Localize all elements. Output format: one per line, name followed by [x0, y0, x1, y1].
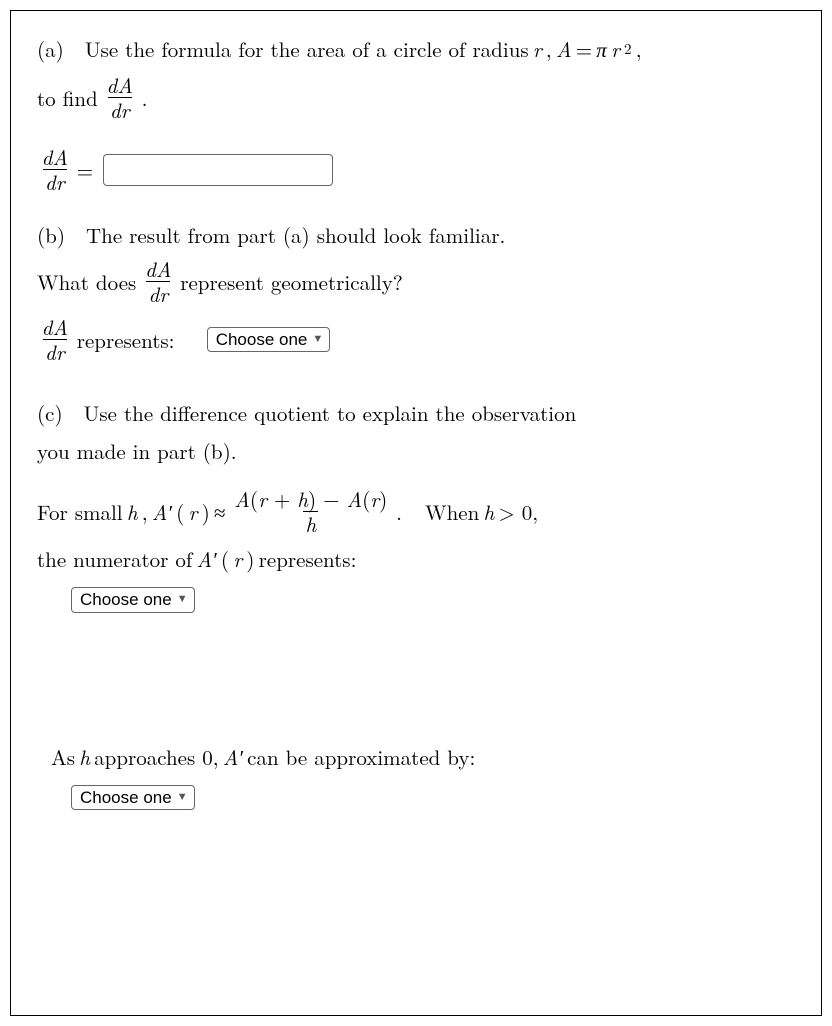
eq-sign: =	[576, 35, 592, 63]
fraction-dA-dr-b: dA dr	[143, 259, 174, 305]
part-a-answer-row: dA dr =	[37, 147, 795, 193]
part-c-line5-after: can be approximated by:	[247, 743, 475, 771]
part-c-label: (c)	[37, 399, 63, 427]
part-c-line4-before: the numerator of	[37, 545, 192, 573]
part-c-line5-mid: approaches 0,	[94, 743, 218, 771]
var-h-3: h	[79, 743, 90, 771]
part-a-label: (a)	[37, 35, 64, 63]
part-c-text1: Use the difference quotient to explain t…	[84, 399, 577, 427]
part-c-line2: you made in part (b).	[37, 437, 795, 465]
dq-close2: )	[379, 484, 387, 514]
fraction-dA-dr: dA dr	[104, 75, 135, 121]
part-b-text1: The result from part (a) should look fam…	[86, 221, 505, 249]
part-a-text1-mid: ,	[546, 35, 552, 63]
open-paren-2: (	[221, 545, 229, 573]
open-paren: (	[176, 498, 184, 526]
part-b-line2-after: represent geometrically?	[180, 268, 403, 296]
dq-r1: r	[258, 484, 267, 514]
part-b-line2-before: What does	[37, 268, 136, 296]
part-c-line3-before: For small	[37, 498, 123, 526]
part-b-answer-row: dA dr represents: Choose one ▼	[37, 317, 795, 363]
chevron-down-icon: ▼	[312, 333, 323, 347]
frac-den-bans: dr	[45, 337, 65, 367]
close-paren: )	[202, 498, 210, 526]
part-c-line3-when: When	[425, 498, 479, 526]
dq-open1: (	[250, 484, 258, 514]
part-b-dropdown[interactable]: Choose one ▼	[207, 327, 331, 352]
var-A: A	[556, 35, 572, 63]
part-c-line5: As h approaches 0, A′ can be approximate…	[51, 743, 795, 771]
part-c-dropdown2-row: Choose one ▼	[71, 781, 795, 810]
pi-symbol: π	[596, 35, 607, 63]
var-r: r	[533, 35, 542, 63]
part-b-label: (b)	[37, 221, 65, 249]
dq-r2: r	[370, 484, 379, 514]
part-c-line4-after: represents:	[259, 545, 357, 573]
part-c-dropdown1-row: Choose one ▼	[71, 583, 795, 612]
var-h-2: h	[483, 498, 494, 526]
frac-den: dr	[110, 95, 130, 125]
part-c-dropdown-2-label: Choose one	[80, 787, 172, 808]
part-c-line1: (c) Use the difference quotient to expla…	[37, 399, 795, 427]
part-a-line2-after: .	[142, 84, 148, 112]
part-b-line1: (b) The result from part (a) should look…	[37, 221, 795, 249]
dq-minus: −	[316, 484, 346, 514]
part-c-line3: For small h , A′ (r) ≈ A(r + h) − A(r) h…	[37, 489, 795, 535]
part-c-line4: the numerator of A′ (r) represents:	[37, 545, 795, 573]
part-a-line1: (a) Use the formula for the area of a ci…	[37, 35, 795, 63]
part-a-answer-input[interactable]	[103, 154, 333, 186]
fraction-dA-dr-lhs: dA dr	[40, 147, 71, 193]
chevron-down-icon: ▼	[177, 791, 188, 805]
A-prime: A′	[152, 498, 172, 526]
var-r-c: r	[189, 498, 198, 526]
part-c-dropdown-1-label: Choose one	[80, 589, 172, 610]
answer-eq: =	[77, 156, 93, 184]
var-h: h	[127, 498, 138, 526]
approx-sign: ≈	[214, 498, 226, 526]
frac-den-b: dr	[148, 279, 168, 309]
A-prime-2: A′	[196, 545, 216, 573]
part-c-dropdown-1[interactable]: Choose one ▼	[71, 587, 195, 612]
part-a-line2: to find dA dr .	[37, 75, 795, 121]
difference-quotient: A(r + h) − A(r) h	[232, 489, 389, 535]
part-b-dropdown-label: Choose one	[216, 329, 308, 350]
part-c-dropdown-2[interactable]: Choose one ▼	[71, 785, 195, 810]
part-c-line3-gt: > 0,	[498, 498, 538, 526]
part-c-line3-period: .	[396, 498, 402, 526]
part-b-line2: What does dA dr represent geometrically?	[37, 259, 795, 305]
dq-A2: A	[347, 484, 363, 514]
dq-plus: +	[267, 484, 297, 514]
chevron-down-icon: ▼	[177, 593, 188, 607]
dq-A1: A	[234, 484, 250, 514]
part-c-line3-mid: ,	[142, 498, 148, 526]
dq-den-h: h	[305, 509, 316, 539]
var-r-base: r	[611, 35, 620, 63]
fraction-dA-dr-bans: dA dr	[40, 317, 71, 363]
part-a-line2-before: to find	[37, 84, 98, 112]
A-prime-3: A′	[223, 743, 243, 771]
close-paren-2: )	[246, 545, 254, 573]
part-a-text1-after: ,	[636, 35, 642, 63]
part-c-line5-before: As	[51, 743, 75, 771]
part-a-text1-before: Use the formula for the area of a circle…	[85, 35, 529, 63]
problem-frame: (a) Use the formula for the area of a ci…	[10, 10, 822, 1016]
var-r-c2: r	[233, 545, 242, 573]
part-b-answer-text: represents:	[77, 326, 175, 354]
frac-den-lhs: dr	[45, 167, 65, 197]
